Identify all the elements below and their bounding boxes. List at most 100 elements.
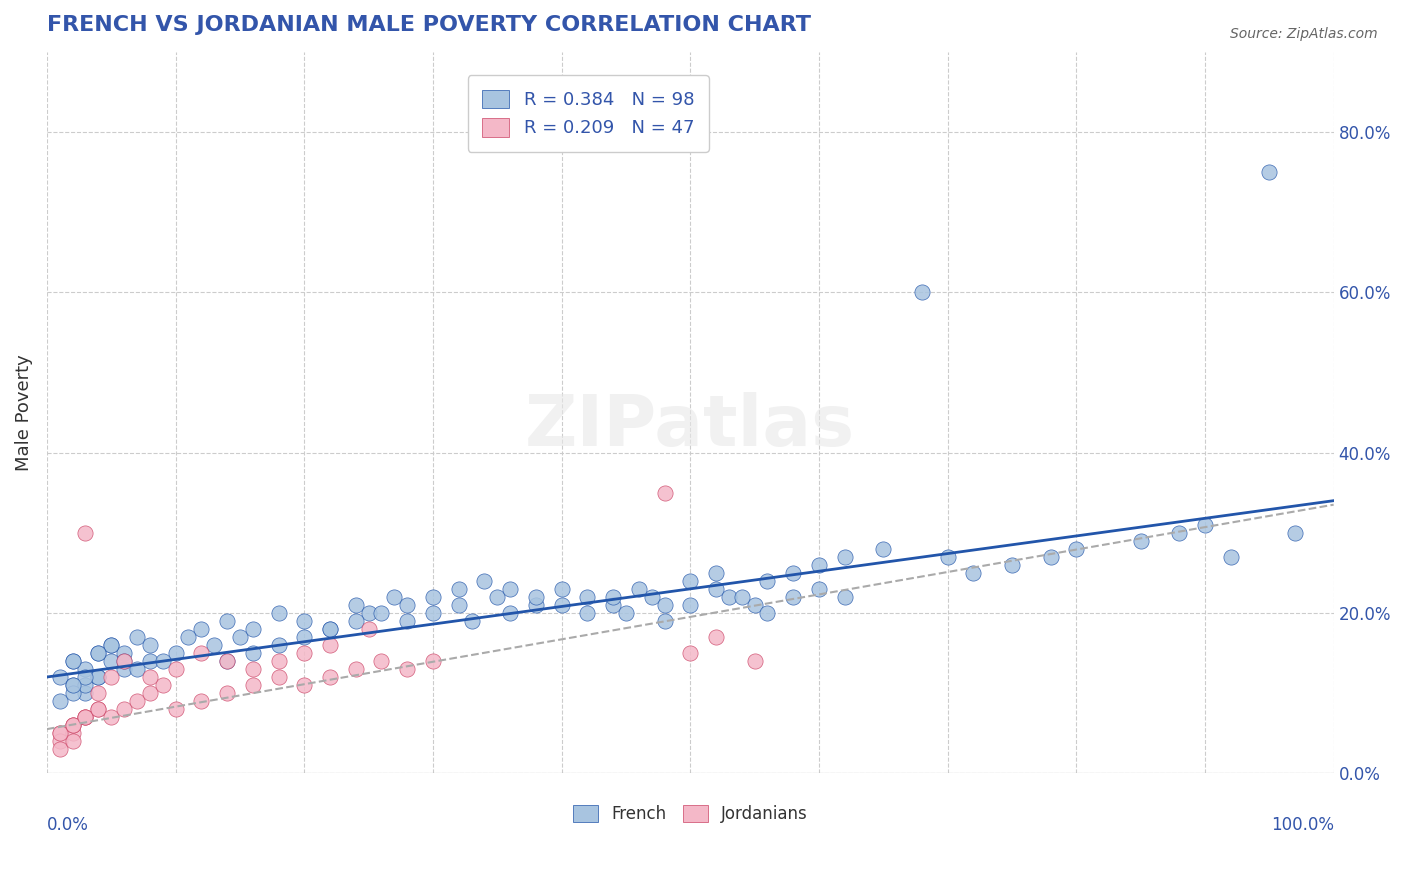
Point xyxy=(267,654,290,668)
Point xyxy=(679,646,702,660)
Point xyxy=(357,606,380,620)
Point xyxy=(744,598,766,612)
Point xyxy=(370,606,392,620)
Point xyxy=(242,662,264,676)
Point xyxy=(731,590,754,604)
Point xyxy=(177,630,200,644)
Point xyxy=(75,670,97,684)
Point xyxy=(87,670,110,684)
Point xyxy=(125,630,148,644)
Point xyxy=(782,566,804,580)
Point xyxy=(75,662,97,676)
Point xyxy=(62,734,84,748)
Point xyxy=(370,654,392,668)
Point xyxy=(1039,549,1062,564)
Point xyxy=(87,670,110,684)
Point xyxy=(112,654,135,668)
Point xyxy=(344,662,367,676)
Point xyxy=(627,582,650,596)
Point xyxy=(486,590,509,604)
Point xyxy=(782,590,804,604)
Point xyxy=(756,574,779,588)
Point xyxy=(1064,541,1087,556)
Point xyxy=(640,590,662,604)
Point xyxy=(460,614,482,628)
Point xyxy=(717,590,740,604)
Point xyxy=(292,630,315,644)
Point xyxy=(100,654,122,668)
Point xyxy=(112,646,135,660)
Point xyxy=(267,670,290,684)
Point xyxy=(1129,533,1152,548)
Point xyxy=(62,718,84,732)
Point xyxy=(499,582,522,596)
Point xyxy=(807,558,830,572)
Text: FRENCH VS JORDANIAN MALE POVERTY CORRELATION CHART: FRENCH VS JORDANIAN MALE POVERTY CORRELA… xyxy=(46,15,811,35)
Point xyxy=(872,541,894,556)
Point xyxy=(1001,558,1024,572)
Point xyxy=(125,694,148,708)
Point xyxy=(49,726,72,740)
Point xyxy=(962,566,984,580)
Point xyxy=(100,638,122,652)
Point xyxy=(1194,517,1216,532)
Text: 100.0%: 100.0% xyxy=(1271,816,1334,835)
Point xyxy=(62,654,84,668)
Point xyxy=(524,598,547,612)
Point xyxy=(319,670,342,684)
Point xyxy=(422,654,444,668)
Point xyxy=(49,694,72,708)
Point xyxy=(382,590,405,604)
Y-axis label: Male Poverty: Male Poverty xyxy=(15,354,32,471)
Point xyxy=(1219,549,1241,564)
Point xyxy=(112,662,135,676)
Point xyxy=(190,622,212,636)
Point xyxy=(319,638,342,652)
Point xyxy=(62,718,84,732)
Point xyxy=(1168,525,1191,540)
Point xyxy=(139,670,162,684)
Point xyxy=(215,654,238,668)
Point xyxy=(62,726,84,740)
Text: ZIPatlas: ZIPatlas xyxy=(526,392,855,461)
Point xyxy=(242,678,264,692)
Point xyxy=(524,590,547,604)
Point xyxy=(474,574,496,588)
Point xyxy=(49,734,72,748)
Point xyxy=(319,622,342,636)
Point xyxy=(602,598,624,612)
Point xyxy=(125,662,148,676)
Point xyxy=(704,630,727,644)
Point xyxy=(550,598,572,612)
Point xyxy=(75,525,97,540)
Point xyxy=(447,582,470,596)
Point xyxy=(344,598,367,612)
Point xyxy=(165,646,187,660)
Point xyxy=(576,590,599,604)
Point xyxy=(396,614,419,628)
Point xyxy=(242,622,264,636)
Point xyxy=(242,646,264,660)
Point xyxy=(165,702,187,716)
Point xyxy=(229,630,252,644)
Point xyxy=(62,686,84,700)
Point xyxy=(112,702,135,716)
Point xyxy=(550,582,572,596)
Point xyxy=(75,710,97,724)
Point xyxy=(100,710,122,724)
Point xyxy=(679,598,702,612)
Point xyxy=(100,670,122,684)
Point xyxy=(190,646,212,660)
Point xyxy=(62,678,84,692)
Point xyxy=(75,678,97,692)
Point xyxy=(319,622,342,636)
Point xyxy=(267,606,290,620)
Point xyxy=(936,549,959,564)
Point xyxy=(215,614,238,628)
Point xyxy=(87,646,110,660)
Point xyxy=(152,654,174,668)
Point xyxy=(139,686,162,700)
Point xyxy=(49,742,72,756)
Point xyxy=(292,678,315,692)
Point xyxy=(165,662,187,676)
